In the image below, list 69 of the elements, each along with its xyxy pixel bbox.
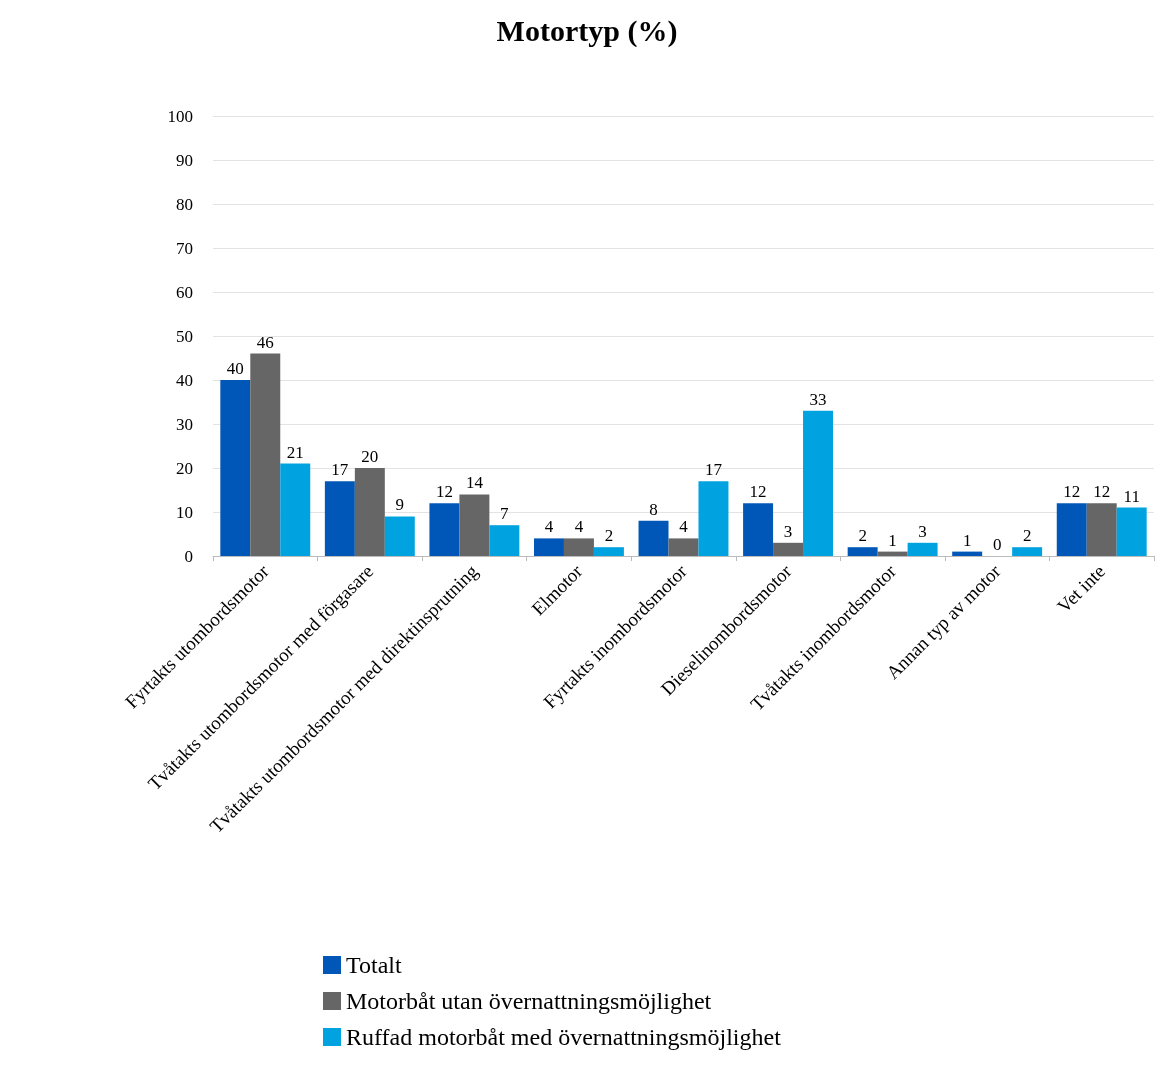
- bar: [698, 481, 729, 556]
- data-label: 17: [704, 460, 723, 480]
- data-label: 1: [888, 530, 897, 550]
- data-label: 11: [1123, 486, 1140, 506]
- data-label: 9: [395, 495, 405, 515]
- data-label: 7: [500, 504, 510, 524]
- y-tick-label: 80: [176, 194, 193, 214]
- y-tick-label: 100: [167, 106, 193, 126]
- bar: [847, 547, 878, 556]
- bar: [384, 516, 415, 556]
- bar: [563, 538, 594, 556]
- data-label: 12: [1093, 482, 1111, 502]
- legend-label: Motorbåt utan övernattningsmöjlighet: [346, 988, 712, 1014]
- bar: [952, 551, 983, 556]
- data-label: 2: [1022, 526, 1032, 546]
- data-label: 3: [918, 521, 927, 541]
- y-tick-label: 0: [184, 546, 193, 566]
- data-label: 0: [992, 535, 1002, 554]
- chart-title: Motortyp (%): [496, 13, 678, 48]
- y-tick-label: 10: [176, 502, 193, 522]
- bar: [638, 520, 669, 556]
- bar: [250, 353, 281, 556]
- bar: [773, 542, 804, 556]
- x-tick-label: Vet inte: [1052, 560, 1110, 617]
- bar: [877, 551, 908, 556]
- bar: [907, 542, 938, 556]
- y-tick-label: 50: [176, 326, 193, 346]
- bar: [1086, 503, 1117, 556]
- legend-label: Ruffad motorbåt med övernattningsmöjlighet: [346, 1024, 782, 1050]
- data-label: 17: [331, 460, 349, 480]
- y-tick-label: 40: [176, 370, 193, 390]
- data-label: 40: [226, 359, 244, 378]
- bar: [1012, 547, 1043, 556]
- bar: [668, 538, 699, 556]
- data-label: 4: [574, 517, 584, 537]
- data-label: 33: [809, 389, 827, 409]
- data-label: 20: [361, 447, 379, 466]
- data-label: 4: [679, 517, 689, 537]
- data-label: 1: [962, 530, 972, 550]
- bar: [593, 547, 624, 556]
- y-tick-label: 20: [176, 458, 193, 478]
- data-label: 12: [435, 482, 453, 502]
- data-label: 2: [858, 526, 867, 546]
- bar: [429, 503, 460, 556]
- data-label: 4: [544, 517, 554, 537]
- bar: [354, 468, 385, 556]
- bar: [533, 538, 564, 556]
- data-label: 8: [649, 499, 658, 519]
- bar: [459, 494, 490, 556]
- data-label: 12: [749, 482, 767, 502]
- bar: [1056, 503, 1087, 556]
- data-label: 14: [465, 473, 484, 493]
- y-tick-label: 90: [176, 150, 193, 170]
- bar: [324, 481, 355, 556]
- data-label: 2: [604, 526, 614, 546]
- data-label: 3: [783, 521, 793, 541]
- legend-label: Totalt: [346, 952, 402, 978]
- y-tick-label: 70: [176, 238, 193, 258]
- data-label: 46: [256, 332, 274, 352]
- bar: [489, 525, 520, 556]
- bar: [220, 380, 251, 556]
- y-tick-label: 30: [176, 414, 193, 434]
- data-label: 21: [286, 442, 304, 462]
- bar: [743, 503, 774, 556]
- data-label: 12: [1063, 482, 1081, 502]
- bar: [803, 410, 834, 556]
- bar: [280, 463, 311, 556]
- y-tick-label: 60: [176, 282, 193, 302]
- bar: [1116, 507, 1147, 556]
